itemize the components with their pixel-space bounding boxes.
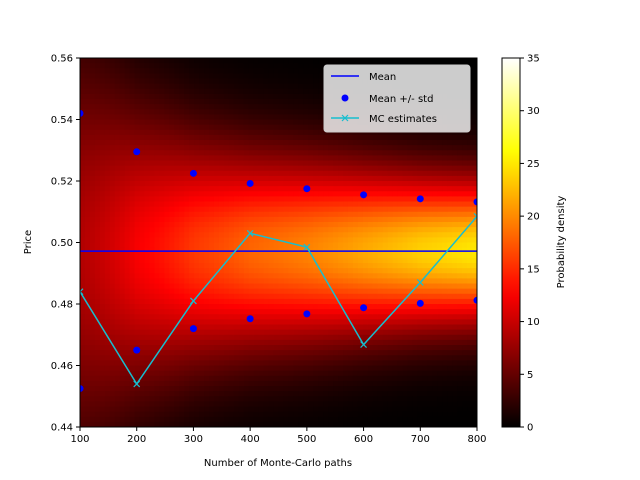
x-tick-label: 500	[297, 434, 316, 445]
mc-estimate-marker	[360, 341, 367, 349]
colorbar-gradient	[501, 57, 521, 428]
colorbar-tick-label: 0	[527, 423, 533, 434]
legend-mc-marker	[341, 114, 349, 122]
legend-std-swatch	[341, 94, 349, 102]
mc-estimate-marker	[246, 229, 254, 237]
mc-estimate-marker	[133, 380, 141, 388]
colorbar-label: Probability density	[556, 196, 567, 289]
colorbar-tick-label: 20	[527, 212, 540, 223]
y-tick-label: 0.50	[51, 238, 73, 249]
mc-estimate-marker	[303, 243, 311, 251]
x-tick-label: 100	[70, 434, 89, 445]
y-tick-label: 0.56	[51, 54, 73, 65]
std-points	[80, 109, 477, 393]
x-tick-label: 800	[467, 434, 486, 445]
y-tick-label: 0.48	[51, 300, 73, 311]
x-tick-label: 600	[354, 434, 373, 445]
legend-std-label: Mean +/- std	[369, 94, 433, 105]
std-upper-point	[303, 185, 311, 193]
y-tick-label: 0.54	[51, 115, 73, 126]
std-lower-point	[360, 304, 368, 312]
mc-estimate-marker	[416, 279, 424, 286]
colorbar-ticks: 0 5 10 15 20 25 30 35	[520, 54, 540, 434]
std-upper-point	[246, 179, 254, 187]
y-tick-label: 0.44	[51, 423, 73, 434]
mc-estimate-marker	[473, 212, 477, 220]
std-lower-point	[473, 296, 477, 304]
y-axis-label: Price	[23, 230, 34, 254]
std-lower-point	[189, 325, 197, 333]
colorbar-tick-label: 35	[527, 54, 540, 65]
std-lower-point	[303, 310, 311, 318]
mc-estimate-marker	[80, 288, 84, 296]
std-upper-point	[189, 169, 197, 177]
x-tick-label: 700	[411, 434, 430, 445]
mc-estimate-marker	[190, 297, 197, 305]
std-lower-point	[246, 315, 254, 323]
mc-estimates-markers	[80, 212, 477, 388]
colorbar-tick-label: 15	[527, 264, 540, 275]
legend: Mean Mean +/- std MC estimates	[323, 64, 471, 133]
std-upper-point	[416, 195, 424, 203]
x-tick-label: 400	[241, 434, 260, 445]
legend-mc-label: MC estimates	[369, 114, 437, 125]
mc-estimates-line	[80, 215, 477, 386]
std-upper-point	[133, 148, 141, 156]
colorbar-tick-label: 30	[527, 106, 540, 117]
std-upper-point	[80, 109, 84, 117]
legend-mean-label: Mean	[369, 72, 396, 83]
x-axis-label: Number of Monte-Carlo paths	[204, 458, 352, 469]
y-axis: 0.44 0.46 0.48 0.50 0.52 0.54 0.56	[51, 54, 80, 434]
x-tick-label: 300	[184, 434, 203, 445]
std-lower-point	[133, 346, 141, 354]
std-lower-point	[80, 385, 84, 393]
std-upper-point	[473, 198, 477, 206]
x-tick-label: 200	[127, 434, 146, 445]
y-tick-label: 0.52	[51, 177, 73, 188]
x-axis: 100 200 300 400 500 600 700 800	[70, 427, 487, 445]
colorbar-tick-label: 5	[527, 370, 533, 381]
legend-box	[323, 64, 471, 133]
y-tick-label: 0.46	[51, 361, 73, 372]
std-lower-point	[416, 299, 424, 307]
colorbar-tick-label: 10	[527, 317, 540, 328]
colorbar-tick-label: 25	[527, 159, 540, 170]
colorbar: 0 5 10 15 20 25 30 35 Probability density	[501, 54, 567, 434]
std-upper-point	[360, 191, 368, 199]
